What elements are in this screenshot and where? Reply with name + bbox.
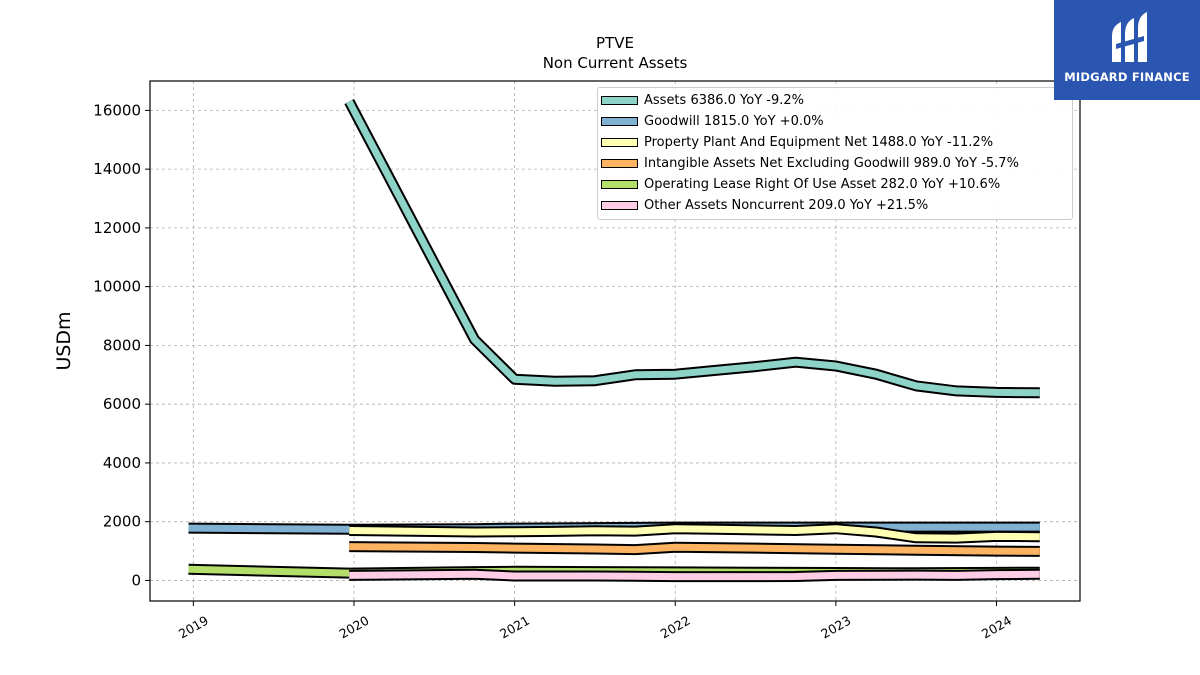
chart-subtitle: Non Current Assets xyxy=(543,54,688,72)
x-axis: 2019 2020 2021 2022 2023 2024 xyxy=(176,601,1014,642)
legend-item-goodwill: Goodwill 1815.0 YoY +0.0% xyxy=(598,111,824,131)
legend-label-operating-lease: Operating Lease Right Of Use Asset 282.0… xyxy=(644,176,1001,192)
x-tick-label: 2019 xyxy=(176,613,211,642)
legend-item-intangible: Intangible Assets Net Excluding Goodwill… xyxy=(598,153,1019,173)
midgard-logo-icon xyxy=(1112,12,1147,62)
y-tick-label: 2000 xyxy=(103,513,141,531)
x-tick-label: 2022 xyxy=(658,613,693,642)
legend-item-ppe: Property Plant And Equipment Net 1488.0 … xyxy=(598,132,993,152)
legend-label-intangible: Intangible Assets Net Excluding Goodwill… xyxy=(644,155,1019,171)
legend-item-assets: Assets 6386.0 YoY -9.2% xyxy=(598,90,804,110)
legend-item-other-assets: Other Assets Noncurrent 209.0 YoY +21.5% xyxy=(598,195,928,215)
y-tick-label: 4000 xyxy=(103,454,141,472)
x-tick-label: 2021 xyxy=(497,613,532,642)
x-tick-label: 2023 xyxy=(818,613,853,642)
y-tick-label: 6000 xyxy=(103,395,141,413)
series-line-property-plant-and-equipment-net xyxy=(349,525,1040,542)
x-tick-label: 2020 xyxy=(336,613,371,642)
y-tick-label: 16000 xyxy=(93,101,141,119)
series-line-assets xyxy=(346,99,1040,397)
legend-label-ppe: Property Plant And Equipment Net 1488.0 … xyxy=(644,134,994,150)
y-tick-label: 12000 xyxy=(93,219,141,237)
y-tick-label: 8000 xyxy=(103,336,141,354)
y-axis: 0 2000 4000 6000 8000 10000 12000 14000 16000 xyxy=(93,101,150,589)
legend: Assets 6386.0 YoY -9.2% Goodwill 1815.0 … xyxy=(597,87,1073,220)
legend-label-goodwill: Goodwill 1815.0 YoY +0.0% xyxy=(644,113,824,129)
chart-title: PTVE xyxy=(596,34,634,52)
y-axis-label: USDm xyxy=(53,311,75,370)
legend-swatch-intangible xyxy=(601,158,638,168)
legend-swatch-ppe xyxy=(601,137,638,147)
plot-frame xyxy=(149,80,1081,602)
series-line-intangible-assets-net-excluding-goodwill xyxy=(349,543,1040,555)
y-tick-label: 14000 xyxy=(93,160,141,178)
legend-swatch-goodwill xyxy=(601,116,638,126)
y-tick-label: 0 xyxy=(131,571,141,589)
legend-label-assets: Assets 6386.0 YoY -9.2% xyxy=(644,92,805,108)
brand-name: MIDGARD FINANCE xyxy=(1064,70,1190,84)
series-layer xyxy=(188,99,1040,583)
series-line-other-assets-noncurrent xyxy=(349,570,1040,581)
y-tick-label: 10000 xyxy=(93,278,141,296)
legend-item-operating-lease: Operating Lease Right Of Use Asset 282.0… xyxy=(598,174,1000,194)
brand-logo: MIDGARD FINANCE xyxy=(1054,0,1200,100)
legend-label-other-assets: Other Assets Noncurrent 209.0 YoY +21.5% xyxy=(644,197,929,213)
legend-swatch-other-assets xyxy=(601,200,638,210)
x-tick-label: 2024 xyxy=(979,613,1014,642)
legend-swatch-assets xyxy=(601,95,638,105)
legend-swatch-operating-lease xyxy=(601,179,638,189)
